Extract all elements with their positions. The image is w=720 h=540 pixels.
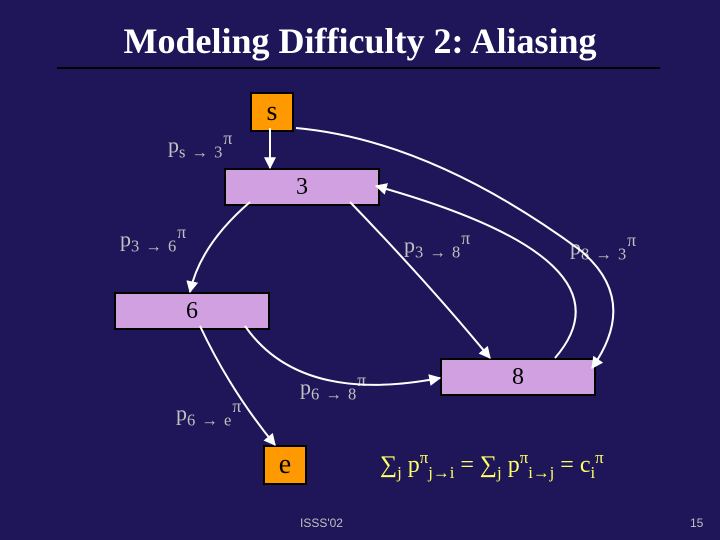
edges-layer	[0, 0, 720, 540]
node-3-label: 3	[296, 174, 308, 201]
edge-label-8-3: p8 → 3π	[570, 230, 636, 265]
page-title: Modeling Difficulty 2: Aliasing	[0, 20, 720, 62]
edge-label-3-6: p3 → 6π	[120, 222, 186, 257]
node-e-label: e	[279, 449, 291, 481]
node-e: e	[263, 445, 307, 485]
node-8: 8	[440, 358, 596, 396]
node-6-label: 6	[186, 298, 198, 325]
edge-label-s-3: ps → 3π	[168, 128, 232, 163]
node-3: 3	[224, 168, 380, 206]
footer-page-number: 15	[690, 516, 703, 530]
edge-label-3-8: p3 → 8π	[404, 228, 470, 263]
title-text: Modeling Difficulty 2: Aliasing	[123, 21, 596, 61]
footer-venue: ISSS'02	[300, 516, 343, 530]
node-8-label: 8	[512, 364, 524, 391]
node-s: s	[250, 92, 294, 132]
slide: Modeling Difficulty 2: Aliasing s 3 6 8 …	[0, 0, 720, 540]
node-s-label: s	[267, 96, 278, 128]
node-6: 6	[114, 292, 270, 330]
title-underline	[57, 67, 660, 69]
conservation-equation: ∑j pπj→i = ∑j pπi→j = ciπ	[380, 448, 604, 483]
edge-label-6-8: p6 → 8π	[300, 370, 366, 405]
edge-label-6-e: p6 → eπ	[176, 396, 241, 431]
